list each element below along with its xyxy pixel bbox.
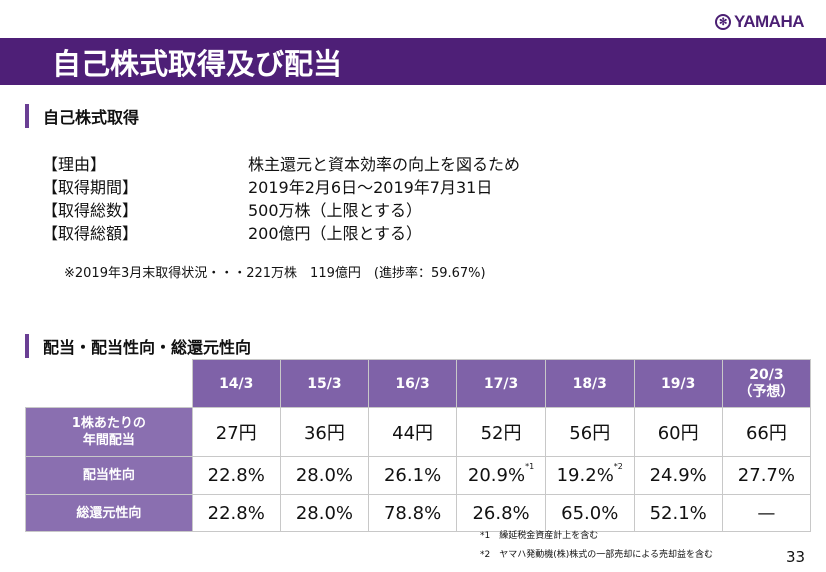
table-cell: 22.8%: [191, 456, 281, 495]
column-header: 17/3: [456, 359, 546, 408]
column-header: 18/3: [544, 359, 635, 408]
table-cell: 24.9%: [633, 456, 723, 495]
table-cell: 60円: [633, 407, 723, 457]
table-cell: 44円: [367, 407, 458, 457]
table-cell: 65.0%: [544, 494, 635, 532]
info-row: 【取得総額】 200億円（上限とする）: [42, 222, 520, 245]
table-cell: 28.0%: [279, 494, 370, 532]
table-cell: 26.1%: [367, 456, 458, 495]
page-number: 33: [786, 548, 806, 566]
column-header: 14/3: [191, 359, 281, 408]
info-key: 【取得期間】: [42, 178, 139, 197]
footnote: *2 ヤマハ発動機(株)株式の一部売却による売却益を含む: [480, 550, 713, 560]
section-heading-buyback: 自己株式取得: [25, 104, 139, 128]
footnote-mark: *2: [613, 462, 623, 471]
info-key: 【理由】: [42, 155, 107, 174]
column-header: 19/3: [633, 359, 723, 408]
yamaha-logo: ✻ YAMAHA: [714, 12, 805, 32]
column-header: 20/3 （予想）: [721, 359, 812, 408]
table-cell: 26.8%: [456, 494, 546, 532]
table-cell: 56円: [544, 407, 635, 457]
page-title: 自己株式取得及び配当: [52, 46, 343, 81]
progress-note: ※2019年3月末取得状況・・・221万株 119億円 (進捗率：59.67%): [64, 266, 486, 281]
table-cell: 22.8%: [191, 494, 281, 532]
table-header-row: 14/3 15/3 16/3 17/3 18/3 19/3 20/3 （予想）: [25, 359, 812, 408]
info-value: 2019年2月6日～2019年7月31日: [248, 178, 493, 197]
column-header: 15/3: [279, 359, 370, 408]
table-cell: 52円: [456, 407, 546, 457]
table-row: 総還元性向 22.8% 28.0% 78.8% 26.8% 65.0% 52.1…: [25, 494, 812, 532]
table-row: 配当性向 22.8% 28.0% 26.1% 20.9%*1 19.2%*2 2…: [25, 456, 812, 495]
column-header: 16/3: [367, 359, 458, 408]
section-bar: [25, 104, 29, 128]
dividend-table: 14/3 15/3 16/3 17/3 18/3 19/3 20/3 （予想） …: [25, 359, 812, 532]
logo-text: YAMAHA: [733, 12, 805, 31]
blank-cell: [25, 359, 193, 408]
buyback-info: 【理由】 株主還元と資本効率の向上を図るため 【取得期間】 2019年2月6日～20…: [42, 153, 520, 245]
table-cell: 20.9%*1: [456, 456, 546, 495]
info-value: 500万株（上限とする）: [248, 201, 423, 220]
table-cell: 28.0%: [279, 456, 370, 495]
table-cell: —: [721, 494, 812, 532]
footnote: *1 繰延税金資産計上を含む: [480, 531, 599, 541]
table-row: 1株あたりの 年間配当 27円 36円 44円 52円 56円 60円 66円: [25, 407, 812, 457]
table-cell: 27.7%: [721, 456, 812, 495]
table-cell: 78.8%: [367, 494, 458, 532]
info-key: 【取得総数】: [42, 201, 139, 220]
cell-value: 20.9%: [467, 465, 526, 486]
row-label: 配当性向: [25, 456, 193, 495]
table-cell: 19.2%*2: [544, 456, 635, 495]
section-bar: [25, 334, 29, 358]
footnote-mark: *1: [525, 462, 535, 471]
table-cell: 27円: [191, 407, 281, 457]
info-value: 200億円（上限とする）: [248, 224, 423, 243]
info-row: 【取得期間】 2019年2月6日～2019年7月31日: [42, 176, 520, 199]
row-label: 1株あたりの 年間配当: [25, 407, 193, 457]
info-row: 【取得総数】 500万株（上限とする）: [42, 199, 520, 222]
tuning-fork-icon: ✻: [714, 14, 731, 30]
table-cell: 66円: [721, 407, 812, 457]
row-label: 総還元性向: [25, 494, 193, 532]
section-title: 配当・配当性向・総還元性向: [43, 338, 252, 357]
cell-value: 19.2%: [556, 465, 614, 486]
table-cell: 52.1%: [633, 494, 723, 532]
info-value: 株主還元と資本効率の向上を図るため: [248, 155, 521, 174]
info-key: 【取得総額】: [42, 224, 139, 243]
info-row: 【理由】 株主還元と資本効率の向上を図るため: [42, 153, 520, 176]
title-band: 自己株式取得及び配当: [0, 38, 826, 85]
table-cell: 36円: [279, 407, 370, 457]
section-title: 自己株式取得: [43, 108, 140, 127]
section-heading-dividend: 配当・配当性向・総還元性向: [25, 334, 251, 358]
